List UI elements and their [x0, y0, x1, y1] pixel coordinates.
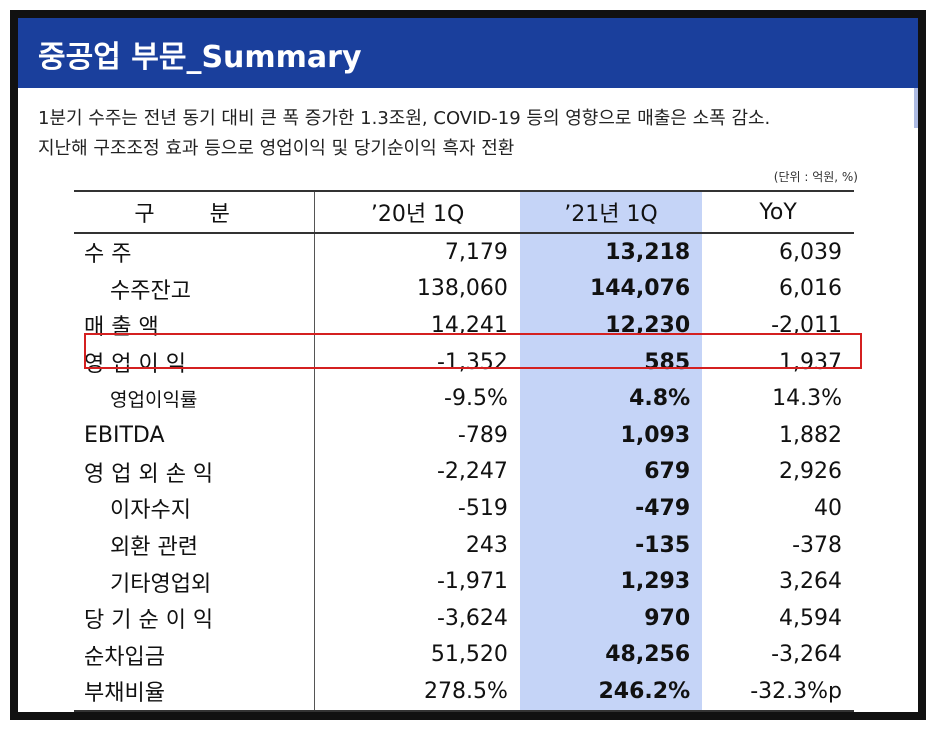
value-2021q1: 1,293	[519, 563, 703, 600]
value-yoy: -3,264	[771, 642, 842, 668]
table-row: 영업이익률 -9.5% 4.8% 14.3%	[74, 380, 854, 417]
value-2021q1: 970	[519, 599, 703, 637]
table-header-row: 구 분 ’20년 1Q ’21년 1Q YoY	[74, 190, 854, 234]
value-yoy: 6,039	[779, 239, 842, 265]
table-row: 수주잔고 138,060 144,076 6,016	[74, 270, 854, 308]
header-2021q1: ’21년 1Q	[519, 190, 703, 234]
value-yoy: 1,882	[779, 422, 842, 448]
value-2020q1: -1,971	[436, 569, 508, 595]
slide-frame: 중공업 부문_Summary 1분기 수주는 전년 동기 대비 큰 폭 증가한 …	[10, 10, 926, 720]
table-body: 수 주 7,179 13,218 6,039 수주잔고 138,060 144,076 6,0…	[74, 233, 854, 712]
value-2020q1: 138,060	[416, 276, 508, 302]
row-label: 영 업 이 익	[74, 343, 316, 381]
table-row: 영 업 외 손 익 -2,247 679 2,926	[74, 453, 854, 491]
row-label: 기타영업외	[74, 563, 316, 600]
row-label: 이자수지	[74, 490, 316, 527]
value-2020q1: -519	[457, 495, 508, 521]
value-yoy: 4,594	[779, 605, 842, 631]
row-label: 영업이익률	[74, 380, 316, 417]
value-2021q1: 48,256	[519, 636, 703, 674]
row-label: 수 주	[74, 233, 316, 271]
row-label: 부채비율	[74, 673, 316, 712]
value-2020q1: -1,352	[436, 349, 508, 375]
row-label: 순차입금	[74, 636, 316, 674]
value-yoy: 2,926	[779, 459, 842, 485]
value-2020q1: -789	[457, 422, 508, 448]
edge-accent	[914, 88, 918, 128]
value-2021q1: 12,230	[519, 307, 703, 344]
header-yoy: YoY	[702, 190, 854, 234]
table-row: 이자수지 -519 -479 40	[74, 490, 854, 527]
value-2021q1: -135	[519, 526, 703, 564]
header-category: 구 분	[74, 190, 316, 234]
summary-description: 1분기 수주는 전년 동기 대비 큰 폭 증가한 1.3조원, COVID-19…	[38, 104, 770, 164]
slide: 중공업 부문_Summary 1분기 수주는 전년 동기 대비 큰 폭 증가한 …	[18, 18, 918, 712]
table-row: 매 출 액 14,241 12,230 -2,011	[74, 307, 854, 344]
table-row: 순차입금 51,520 48,256 -3,264	[74, 636, 854, 674]
value-yoy: 6,016	[779, 276, 842, 302]
row-label: 매 출 액	[74, 307, 316, 344]
value-2020q1: 278.5%	[314, 673, 520, 712]
table-row: 수 주 7,179 13,218 6,039	[74, 233, 854, 271]
value-2020q1: -2,247	[436, 459, 508, 485]
value-2020q1: -9.5%	[444, 386, 508, 412]
row-label: EBITDA	[74, 416, 316, 454]
unit-note: (단위 : 억원, %)	[773, 170, 858, 184]
summary-table: 구 분 ’20년 1Q ’21년 1Q YoY 수 주 7,179 13,218 6,…	[74, 190, 854, 712]
title-bar: 중공업 부문_Summary	[18, 18, 918, 88]
table-row: 영 업 이 익 -1,352 585 1,937	[74, 343, 854, 381]
header-2020q1: ’20년 1Q	[314, 190, 520, 234]
value-yoy: -2,011	[771, 312, 842, 338]
value-2021q1: 679	[519, 453, 703, 491]
table-row: 기타영업외 -1,971 1,293 3,264	[74, 563, 854, 600]
value-2020q1: 14,241	[430, 312, 508, 338]
value-yoy: 14.3%	[772, 386, 842, 412]
value-2020q1: 7,179	[444, 239, 508, 265]
table-row: 당 기 순 이 익 -3,624 970 4,594	[74, 599, 854, 637]
value-yoy: 3,264	[779, 569, 842, 595]
value-2021q1: 4.8%	[519, 380, 703, 417]
table-row: 외환 관련 243 -135 -378	[74, 526, 854, 564]
description-line-1: 1분기 수주는 전년 동기 대비 큰 폭 증가한 1.3조원, COVID-19…	[38, 108, 771, 129]
value-2020q1: 51,520	[430, 642, 508, 668]
value-yoy: 40	[814, 495, 842, 521]
value-2021q1: 246.2%	[519, 673, 703, 712]
value-2020q1: 243	[465, 532, 508, 558]
row-label: 외환 관련	[74, 526, 316, 564]
value-yoy: -32.3%p	[702, 673, 854, 712]
description-line-2: 지난해 구조조정 효과 등으로 영업이익 및 당기순이익 흑자 전환	[38, 138, 515, 159]
row-label: 수주잔고	[74, 270, 316, 308]
table-row: EBITDA -789 1,093 1,882	[74, 416, 854, 454]
value-2021q1: 144,076	[519, 270, 703, 308]
value-2021q1: 1,093	[519, 416, 703, 454]
slide-title: 중공업 부문_Summary	[38, 40, 362, 75]
value-2021q1: -479	[519, 490, 703, 527]
table-row: 부채비율 278.5% 246.2% -32.3%p	[74, 673, 854, 712]
row-label: 당 기 순 이 익	[74, 599, 316, 637]
value-yoy: 1,937	[779, 349, 842, 375]
row-label: 영 업 외 손 익	[74, 453, 316, 491]
value-yoy: -378	[792, 532, 842, 558]
value-2021q1: 13,218	[519, 233, 703, 271]
value-2020q1: -3,624	[436, 605, 508, 631]
value-2021q1: 585	[519, 343, 703, 381]
